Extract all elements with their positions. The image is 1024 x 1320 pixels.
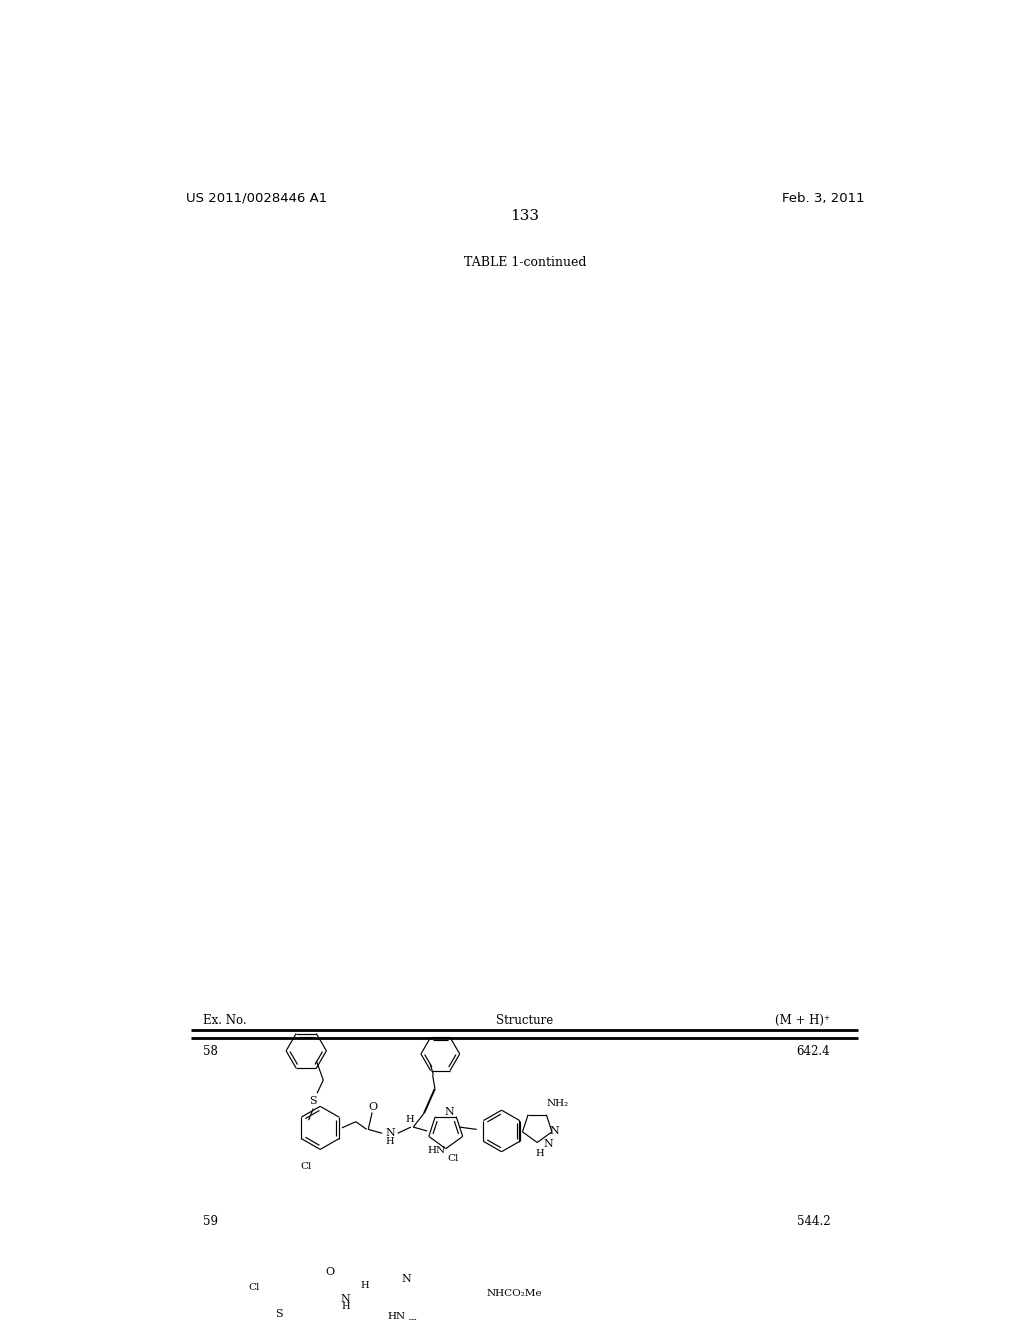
Text: Structure: Structure [497, 1014, 553, 1027]
Text: S: S [275, 1308, 283, 1319]
Text: TABLE 1-continued: TABLE 1-continued [464, 256, 586, 269]
Text: O: O [326, 1267, 335, 1276]
Text: H: H [406, 1115, 415, 1123]
Text: 58: 58 [204, 1044, 218, 1057]
Text: N: N [385, 1129, 395, 1138]
Text: N: N [444, 1106, 455, 1117]
Text: 642.4: 642.4 [797, 1044, 830, 1057]
Text: O: O [369, 1102, 378, 1111]
Text: (M + H)⁺: (M + H)⁺ [775, 1014, 830, 1027]
Text: Cl: Cl [301, 1162, 312, 1171]
Text: NH₂: NH₂ [546, 1100, 568, 1109]
Text: Feb. 3, 2011: Feb. 3, 2011 [781, 191, 864, 205]
Text: N: N [543, 1139, 553, 1148]
Text: NHCO₂Me: NHCO₂Me [486, 1290, 543, 1298]
Text: H: H [341, 1303, 350, 1311]
Text: US 2011/0028446 A1: US 2011/0028446 A1 [186, 191, 328, 205]
Text: N: N [341, 1294, 350, 1304]
Text: H: H [386, 1138, 394, 1146]
Text: 133: 133 [510, 209, 540, 223]
Text: S: S [309, 1096, 317, 1106]
Text: HN: HN [427, 1147, 445, 1155]
Text: Cl: Cl [249, 1283, 260, 1292]
Text: 59: 59 [204, 1214, 218, 1228]
Text: Cl: Cl [447, 1154, 459, 1163]
Text: H: H [360, 1280, 370, 1290]
Text: 544.2: 544.2 [797, 1214, 830, 1228]
Text: Ex. No.: Ex. No. [204, 1014, 247, 1027]
Text: N: N [401, 1274, 411, 1284]
Text: HN: HN [387, 1312, 406, 1320]
Text: N: N [549, 1126, 559, 1137]
Text: H: H [536, 1148, 544, 1158]
